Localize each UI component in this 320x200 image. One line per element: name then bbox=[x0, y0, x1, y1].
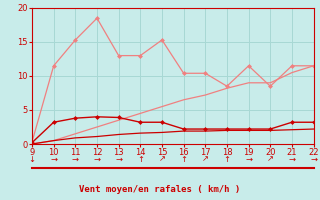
Text: ↗: ↗ bbox=[158, 154, 165, 164]
Text: →: → bbox=[288, 154, 295, 164]
Text: ↑: ↑ bbox=[180, 154, 187, 164]
Text: →: → bbox=[310, 154, 317, 164]
Text: →: → bbox=[50, 154, 57, 164]
Text: ↑: ↑ bbox=[137, 154, 144, 164]
Text: ↓: ↓ bbox=[28, 154, 36, 164]
Text: →: → bbox=[115, 154, 122, 164]
Text: →: → bbox=[245, 154, 252, 164]
Text: →: → bbox=[93, 154, 100, 164]
Text: ↗: ↗ bbox=[202, 154, 209, 164]
Text: →: → bbox=[72, 154, 79, 164]
Text: ↑: ↑ bbox=[223, 154, 230, 164]
Text: Vent moyen/en rafales ( km/h ): Vent moyen/en rafales ( km/h ) bbox=[79, 185, 241, 194]
Text: ↗: ↗ bbox=[267, 154, 274, 164]
